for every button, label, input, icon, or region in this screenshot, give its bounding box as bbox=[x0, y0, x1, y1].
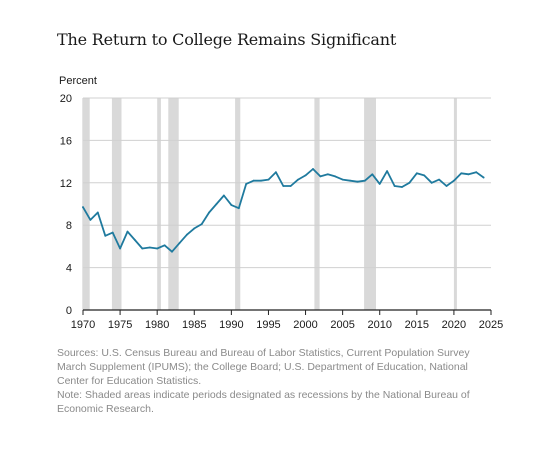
recession-band-3 bbox=[157, 98, 161, 310]
recession-band-5 bbox=[235, 98, 241, 310]
data-point-2004 bbox=[334, 175, 337, 178]
data-point-2018 bbox=[438, 178, 440, 181]
data-point-1996 bbox=[275, 171, 277, 174]
recession-band-2 bbox=[111, 98, 122, 310]
data-point-1984 bbox=[186, 233, 188, 236]
y-tick-label: 4 bbox=[66, 263, 72, 275]
data-point-1983 bbox=[178, 242, 181, 245]
chart-notes: Sources: U.S. Census Bureau and Bureau o… bbox=[57, 346, 497, 416]
x-tick-label: 2005 bbox=[330, 319, 354, 331]
data-point-2012 bbox=[393, 185, 396, 187]
data-point-2021 bbox=[460, 172, 463, 175]
recession-band-7 bbox=[364, 98, 376, 310]
line-chart: 0 4 8 12 16 20 1970 1975 1980 1985 1990 1995 2000 20… bbox=[59, 75, 503, 331]
y-tick-label: 20 bbox=[60, 93, 72, 105]
data-point-2005 bbox=[341, 178, 344, 181]
recession-band-1 bbox=[82, 98, 90, 310]
recession-shading bbox=[82, 98, 457, 310]
y-tick-label: 8 bbox=[66, 220, 72, 232]
data-point-1999 bbox=[297, 178, 299, 181]
data-point-1997 bbox=[282, 185, 285, 187]
y-tick-label: 0 bbox=[66, 305, 72, 317]
data-point-1973 bbox=[104, 234, 107, 237]
sources-text: Sources: U.S. Census Bureau and Bureau o… bbox=[57, 347, 470, 387]
data-point-1978 bbox=[141, 247, 144, 250]
x-tick-label: 1975 bbox=[108, 319, 132, 331]
data-series bbox=[82, 168, 485, 253]
data-point-2002 bbox=[319, 175, 322, 178]
x-tick-label: 2015 bbox=[405, 319, 429, 331]
data-point-1989 bbox=[223, 194, 225, 197]
y-axis-unit-label: Percent bbox=[59, 75, 97, 87]
x-axis-ticks: 1970 1975 1980 1985 1990 1995 2000 2005 2010 2015… bbox=[71, 310, 503, 331]
chart-title: The Return to College Remains Significan… bbox=[57, 30, 397, 49]
data-point-1998 bbox=[289, 185, 292, 187]
data-point-2003 bbox=[326, 173, 329, 176]
recession-band-6 bbox=[314, 98, 320, 310]
x-tick-label: 1995 bbox=[256, 319, 280, 331]
grid-lines bbox=[83, 97, 491, 311]
data-point-2017 bbox=[430, 181, 433, 184]
data-point-1982 bbox=[171, 250, 173, 253]
data-point-1970 bbox=[82, 206, 84, 209]
data-point-1987 bbox=[208, 211, 211, 214]
data-point-1991 bbox=[237, 207, 240, 210]
data-point-1974 bbox=[111, 231, 114, 234]
data-point-2015 bbox=[415, 172, 418, 175]
data-point-1990 bbox=[230, 204, 233, 207]
data-point-1985 bbox=[193, 227, 196, 230]
x-tick-label: 1990 bbox=[219, 319, 243, 331]
data-point-2022 bbox=[467, 173, 470, 176]
data-point-1986 bbox=[200, 223, 203, 226]
data-point-1992 bbox=[245, 183, 248, 185]
data-point-2023 bbox=[475, 171, 478, 174]
data-point-2000 bbox=[304, 174, 307, 177]
recession-band-8 bbox=[453, 98, 457, 310]
data-point-1988 bbox=[215, 203, 218, 205]
x-tick-label: 2000 bbox=[293, 319, 317, 331]
data-point-2006 bbox=[349, 179, 351, 182]
data-point-2016 bbox=[423, 174, 426, 177]
x-tick-label: 2010 bbox=[367, 319, 391, 331]
data-point-1979 bbox=[148, 246, 151, 249]
data-point-2008 bbox=[364, 179, 366, 182]
data-point-2013 bbox=[401, 186, 403, 188]
data-point-1976 bbox=[126, 230, 129, 233]
data-point-1972 bbox=[96, 211, 99, 214]
data-point-2010 bbox=[378, 183, 381, 185]
data-point-2001 bbox=[312, 168, 314, 170]
data-point-1981 bbox=[163, 244, 166, 247]
data-point-1977 bbox=[134, 239, 136, 241]
data-point-1994 bbox=[260, 179, 262, 182]
x-tick-label: 1970 bbox=[71, 319, 95, 331]
data-point-2009 bbox=[371, 173, 374, 176]
x-tick-label: 1985 bbox=[182, 319, 206, 331]
x-tick-label: 1980 bbox=[145, 319, 169, 331]
data-point-2024 bbox=[482, 176, 485, 179]
data-point-2019 bbox=[445, 185, 448, 187]
series-line-1 bbox=[82, 168, 485, 253]
data-point-1995 bbox=[267, 178, 270, 181]
x-tick-label: 2025 bbox=[479, 319, 503, 331]
data-point-1993 bbox=[252, 179, 255, 182]
y-axis-ticks: 0 4 8 12 16 20 bbox=[60, 93, 72, 317]
data-point-2007 bbox=[356, 180, 359, 183]
data-point-1980 bbox=[156, 247, 159, 250]
note-text: Note: Shaded areas indicate periods desi… bbox=[57, 389, 470, 415]
x-tick-label: 2020 bbox=[442, 319, 466, 331]
data-point-2014 bbox=[408, 181, 411, 184]
y-tick-label: 12 bbox=[60, 178, 72, 190]
y-tick-label: 16 bbox=[60, 135, 72, 147]
data-point-1975 bbox=[119, 247, 121, 250]
data-point-2020 bbox=[453, 179, 455, 182]
data-point-2011 bbox=[386, 170, 388, 173]
recession-band-4 bbox=[168, 98, 179, 310]
data-point-1971 bbox=[89, 219, 92, 221]
